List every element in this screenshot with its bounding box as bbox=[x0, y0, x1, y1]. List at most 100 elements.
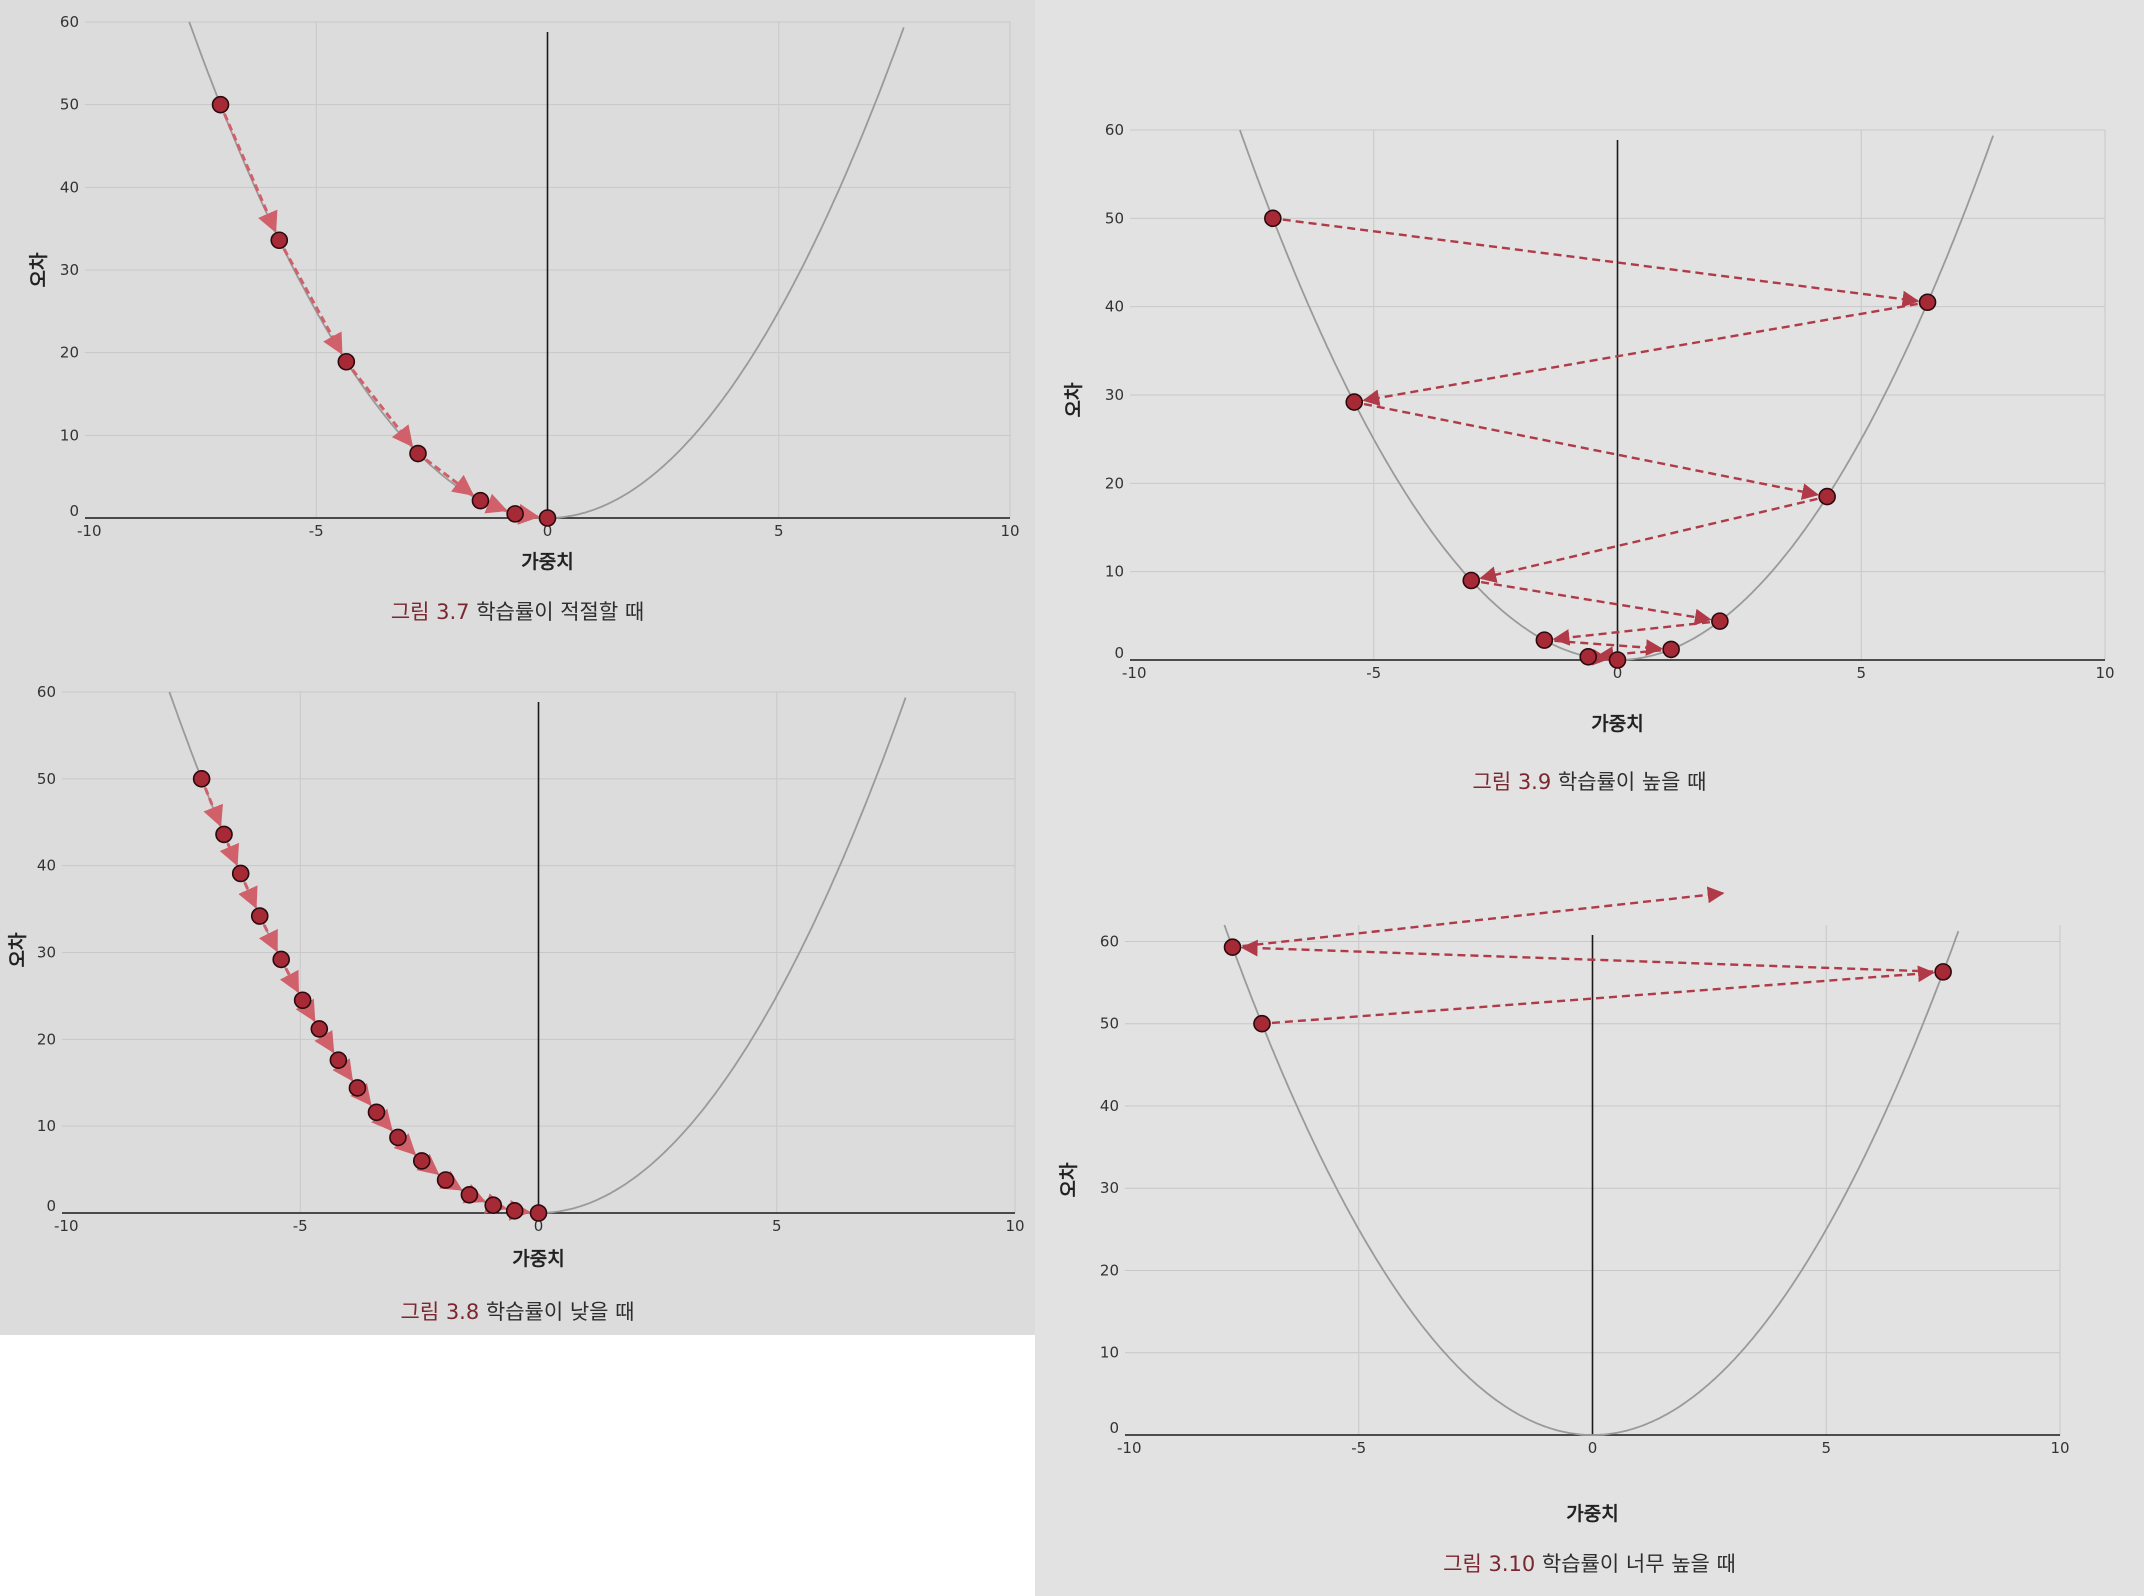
descent-arrow bbox=[439, 1170, 463, 1191]
book-page-right bbox=[1035, 0, 2144, 1596]
descent-arrow bbox=[484, 493, 508, 514]
y-axis-title: 오차 bbox=[1058, 1162, 1080, 1197]
y-axis-title: 오차 bbox=[1063, 382, 1085, 417]
caption-number: 그림 3.7 bbox=[390, 600, 470, 624]
descent-points bbox=[211, 95, 557, 527]
y-tick-label: 20 bbox=[37, 1030, 56, 1048]
y-tick-label: 0 bbox=[1114, 644, 1124, 662]
x-tick-label: 10 bbox=[2095, 664, 2114, 682]
descent-point bbox=[1608, 651, 1627, 669]
y-tick-label: 30 bbox=[60, 261, 79, 279]
y-tick-label: 50 bbox=[1105, 209, 1124, 227]
y-tick-label: 20 bbox=[1100, 1261, 1119, 1279]
descent-arrow bbox=[295, 998, 316, 1023]
descent-point bbox=[215, 825, 233, 844]
descent-arrow bbox=[219, 842, 240, 867]
descent-point bbox=[231, 864, 250, 883]
descent-arrow bbox=[1591, 648, 1610, 666]
y-tick-label: 10 bbox=[1105, 563, 1124, 581]
descent-arrow bbox=[351, 368, 414, 448]
descent-point bbox=[389, 1128, 407, 1147]
loss-curve bbox=[1223, 924, 1960, 1436]
x-tick-label: 5 bbox=[1856, 664, 1866, 682]
caption-number: 그림 3.9 bbox=[1472, 770, 1552, 794]
descent-point bbox=[1818, 487, 1836, 506]
y-tick-label: 50 bbox=[37, 770, 56, 788]
descent-arrow bbox=[1363, 402, 1819, 500]
x-tick-label: -10 bbox=[1117, 1439, 1142, 1457]
y-tick-label: 40 bbox=[60, 178, 79, 196]
descent-points bbox=[1264, 209, 1937, 669]
descent-point bbox=[272, 950, 290, 969]
y-tick-label: 50 bbox=[60, 96, 79, 114]
y-tick-label: 30 bbox=[1105, 386, 1124, 404]
x-tick-label: 0 bbox=[543, 522, 553, 540]
y-tick-label: 40 bbox=[1100, 1097, 1119, 1115]
book-page-left bbox=[0, 0, 1035, 1335]
chart-fig-3-10: -10 -5 0 5 10 0 10 20 30 40 50 60 가중치 오차 bbox=[1058, 886, 2070, 1525]
descent-point bbox=[505, 1202, 524, 1220]
descent-point bbox=[1253, 1014, 1271, 1033]
descent-point bbox=[538, 509, 557, 527]
descent-arrow bbox=[462, 1183, 486, 1204]
caption-fig-3-7: 그림 3.7 학습률이 적절할 때 bbox=[0, 596, 1035, 626]
x-tick-label: 10 bbox=[1005, 1217, 1024, 1235]
caption-text: 학습률이 높을 때 bbox=[1557, 770, 1707, 794]
x-tick-label: 5 bbox=[1821, 1439, 1831, 1457]
chart-fig-3-7: -10 -5 0 5 10 0 10 20 30 40 50 60 가중치 오차 bbox=[28, 13, 1020, 573]
x-tick-label: -10 bbox=[54, 1217, 79, 1235]
descent-arrow bbox=[314, 1030, 335, 1054]
y-tick-label: 10 bbox=[1100, 1344, 1119, 1362]
descent-point bbox=[1662, 640, 1680, 659]
y-tick-label: 20 bbox=[1105, 474, 1124, 492]
caption-fig-3-10: 그림 3.10 학습률이 너무 높을 때 bbox=[1035, 1548, 2144, 1578]
caption-text: 학습률이 낮을 때 bbox=[485, 1300, 635, 1324]
y-tick-label: 60 bbox=[60, 13, 79, 31]
y-axis-title: 오차 bbox=[7, 932, 29, 967]
descent-point bbox=[337, 352, 356, 371]
descent-point bbox=[506, 505, 524, 523]
descent-path bbox=[1282, 218, 1920, 666]
descent-point bbox=[412, 1152, 431, 1170]
y-tick-label: 60 bbox=[37, 683, 56, 701]
caption-number: 그림 3.8 bbox=[400, 1300, 480, 1324]
descent-arrow bbox=[484, 1193, 508, 1214]
x-axis-title: 가중치 bbox=[512, 1248, 564, 1270]
y-tick-label: 40 bbox=[1105, 298, 1124, 316]
caption-number: 그림 3.10 bbox=[1443, 1552, 1536, 1576]
y-tick-label: 0 bbox=[46, 1197, 56, 1215]
descent-point bbox=[1223, 938, 1242, 957]
x-tick-label: -10 bbox=[1122, 664, 1147, 682]
descent-point bbox=[293, 991, 312, 1010]
y-tick-label: 0 bbox=[69, 502, 79, 520]
descent-path bbox=[1240, 886, 1935, 1025]
descent-point bbox=[348, 1079, 367, 1097]
descent-point bbox=[1264, 209, 1282, 228]
x-tick-label: 0 bbox=[1588, 1439, 1598, 1457]
descent-arrow bbox=[1362, 302, 1918, 407]
caption-text: 학습률이 너무 높을 때 bbox=[1541, 1552, 1736, 1576]
descent-arrow bbox=[416, 1153, 440, 1176]
descent-arrow bbox=[517, 503, 540, 525]
descent-arrow bbox=[1554, 639, 1663, 656]
descent-point bbox=[367, 1103, 386, 1122]
descent-arrow bbox=[393, 1133, 417, 1156]
descent-point bbox=[471, 491, 490, 510]
descent-arrow bbox=[238, 881, 258, 909]
chart-fig-3-8: -10 -5 0 5 10 0 10 20 30 40 50 60 가중치 오차 bbox=[7, 683, 1025, 1270]
x-tick-label: -10 bbox=[77, 522, 102, 540]
x-tick-label: -5 bbox=[309, 522, 324, 540]
descent-arrow bbox=[1479, 497, 1818, 583]
descent-point bbox=[436, 1171, 455, 1189]
descent-point bbox=[1918, 293, 1937, 312]
x-axis-title: 가중치 bbox=[1566, 1503, 1618, 1525]
x-axis-title: 가중치 bbox=[1591, 713, 1643, 735]
descent-point bbox=[250, 907, 269, 925]
descent-point bbox=[1934, 963, 1952, 981]
chart-fig-3-9: -10 -5 0 5 10 0 10 20 30 40 50 60 가중치 오차 bbox=[1063, 121, 2115, 735]
descent-arrow bbox=[279, 967, 300, 994]
descent-path bbox=[223, 113, 540, 525]
descent-arrow bbox=[203, 787, 223, 828]
y-tick-label: 40 bbox=[37, 857, 56, 875]
x-tick-label: 5 bbox=[774, 522, 784, 540]
